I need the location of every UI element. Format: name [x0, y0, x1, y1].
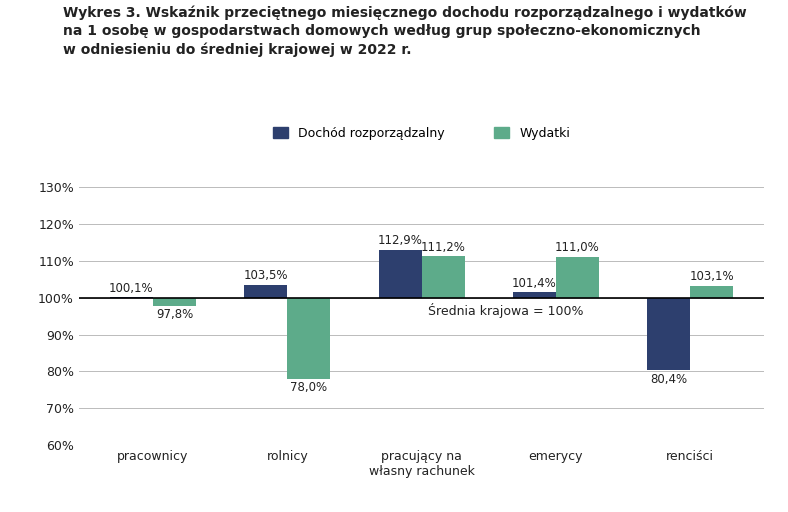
- Text: 111,0%: 111,0%: [555, 241, 600, 254]
- Text: Średnia krajowa = 100%: Średnia krajowa = 100%: [429, 303, 584, 318]
- Text: 78,0%: 78,0%: [290, 381, 327, 394]
- Text: 112,9%: 112,9%: [377, 234, 422, 247]
- Bar: [244, 285, 288, 297]
- Bar: [378, 250, 422, 297]
- Text: 100,1%: 100,1%: [110, 282, 154, 294]
- Text: 103,5%: 103,5%: [243, 269, 288, 282]
- Bar: [288, 297, 330, 379]
- Bar: [153, 297, 196, 306]
- Text: Wykres 3. Wskaźnik przeciętnego miesięcznego dochodu rozporządzalnego i wydatków: Wykres 3. Wskaźnik przeciętnego miesięcz…: [63, 5, 747, 57]
- Bar: [647, 297, 690, 370]
- Text: 111,2%: 111,2%: [421, 241, 466, 253]
- Bar: [690, 286, 733, 297]
- Text: 97,8%: 97,8%: [156, 308, 193, 321]
- Bar: [556, 257, 599, 297]
- Legend: Dochód rozporządzalny, Wydatki: Dochód rozporządzalny, Wydatki: [273, 127, 571, 140]
- Bar: [422, 256, 465, 297]
- Text: 80,4%: 80,4%: [650, 373, 687, 386]
- Text: 101,4%: 101,4%: [512, 277, 557, 290]
- Text: 103,1%: 103,1%: [690, 270, 734, 284]
- Bar: [513, 292, 556, 297]
